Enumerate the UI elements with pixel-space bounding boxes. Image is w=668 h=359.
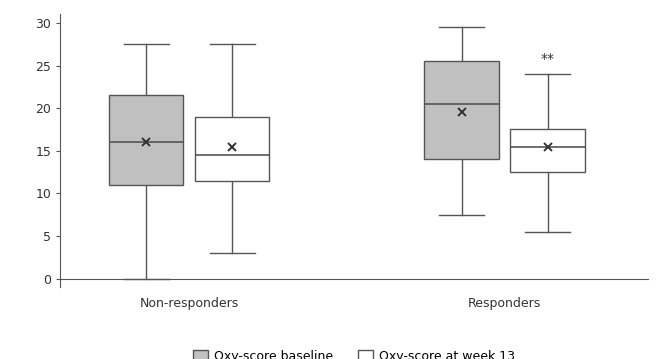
Text: Non-responders: Non-responders [140,297,238,311]
Bar [510,130,585,172]
Text: Responders: Responders [468,297,541,311]
Bar [195,117,269,181]
Bar [109,95,184,185]
Bar [424,61,499,159]
Text: **: ** [540,52,554,65]
Legend: Oxy-score baseline, Oxy-score at week 13: Oxy-score baseline, Oxy-score at week 13 [193,350,515,359]
